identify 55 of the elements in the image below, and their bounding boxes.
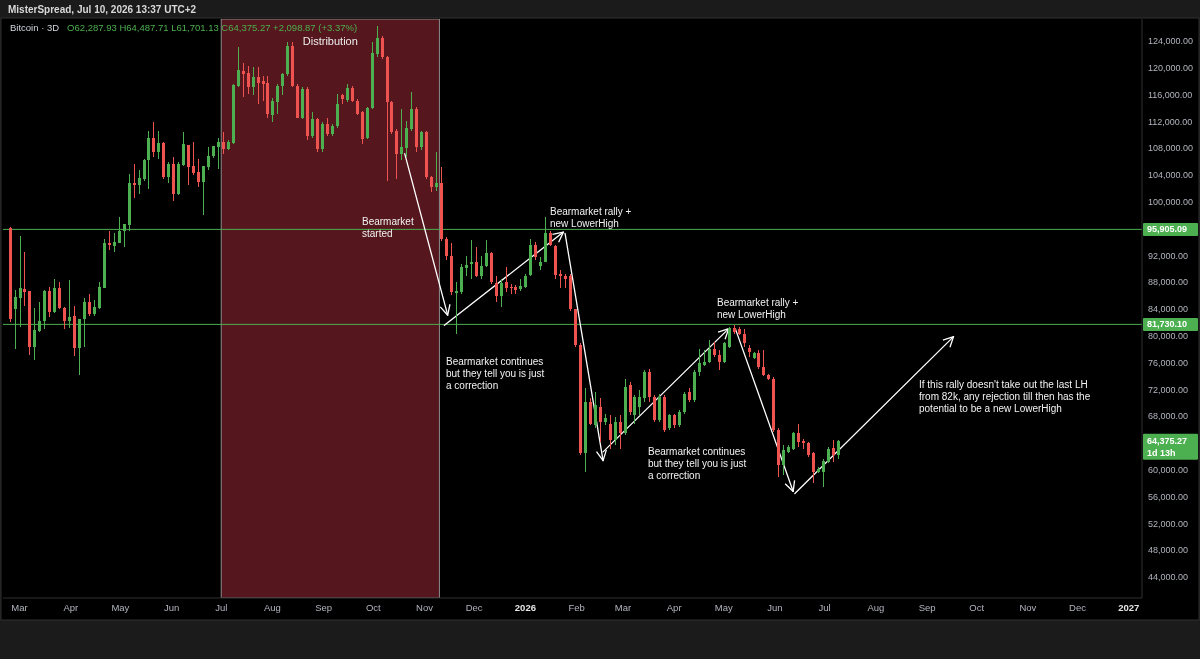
y-tick-label: 100,000.00: [1148, 196, 1194, 207]
y-tick-label: 48,000.00: [1148, 545, 1189, 556]
ref-line-label: 81,730.10: [1147, 319, 1188, 330]
x-tick-label: Mar: [614, 602, 632, 613]
x-tick-label: Nov: [1019, 602, 1037, 613]
y-tick-label: 112,000.00: [1148, 116, 1193, 127]
x-tick-label: 2027: [1118, 602, 1140, 613]
annotation: Bearmarket rally + new LowerHigh: [550, 205, 632, 229]
text: 64,375.27 1d 13h: [1147, 435, 1188, 458]
x-tick-label: Nov: [416, 602, 434, 613]
x-tick-label: Oct: [969, 602, 985, 613]
y-tick-label: 84,000.00: [1148, 304, 1189, 315]
y-tick-label: 44,000.00: [1148, 572, 1189, 583]
y-tick-label: 76,000.00: [1148, 357, 1189, 368]
annotation: Bearmarket continues but they tell you is just a correction: [446, 355, 545, 391]
x-tick-label: May: [714, 602, 733, 613]
ref-line-label: 95,905.09: [1147, 224, 1188, 235]
y-tick-label: 52,000.00: [1148, 518, 1189, 529]
x-tick-label: Jul: [818, 602, 831, 613]
x-tick-label: Jul: [215, 602, 228, 613]
x-tick-label: 2026: [514, 602, 536, 613]
text: MisterSpread, Jul 10, 2026 13:37 UTC+2: [8, 3, 197, 15]
y-tick-label: 116,000.00: [1148, 89, 1193, 100]
x-tick-label: Aug: [264, 602, 281, 613]
x-tick-label: Dec: [465, 602, 483, 613]
x-tick-label: Mar: [11, 602, 28, 613]
y-tick-label: 60,000.00: [1148, 465, 1189, 475]
x-tick-label: Jun: [767, 602, 783, 613]
x-tick-label: Feb: [568, 602, 585, 613]
x-tick-label: Sep: [315, 602, 333, 613]
x-tick-label: Jun: [163, 602, 180, 613]
y-tick-label: 108,000.00: [1148, 143, 1194, 154]
annotation: Bearmarket started: [362, 215, 414, 239]
y-tick-label: 104,000.00: [1148, 170, 1194, 181]
y-tick-label: 124,000.00: [1148, 36, 1194, 47]
annotation: Bearmarket rally + new LowerHigh: [717, 296, 799, 320]
annotation: Bearmarket continues but they tell you is just a correction: [648, 445, 747, 481]
y-tick-label: 72,000.00: [1148, 384, 1189, 395]
chart-subtitle: O62,287.93 H64,487.71 L61,701.13 C64,375.27 +2,098.87 (+3.37%): [67, 21, 358, 33]
y-tick-label: 56,000.00: [1148, 491, 1189, 502]
x-tick-label: Apr: [666, 602, 682, 613]
x-tick-label: Dec: [1069, 602, 1087, 613]
x-tick-label: Sep: [918, 602, 936, 613]
annotation: If this rally doesn't take out the last LH from 82k, any rejection till then has the potential to be a new LowerHigh: [919, 378, 1091, 414]
y-tick-label: 120,000.00: [1148, 62, 1194, 73]
y-tick-label: 92,000.00: [1148, 250, 1189, 261]
y-tick-label: 80,000.00: [1148, 330, 1189, 341]
x-tick-label: Apr: [63, 602, 79, 613]
chart-title: Bitcoin · 3D: [10, 21, 60, 33]
band-label: Distribution: [302, 35, 358, 47]
x-tick-label: May: [111, 602, 130, 613]
y-tick-label: 88,000.00: [1148, 277, 1189, 288]
y-tick-label: 68,000.00: [1148, 411, 1189, 422]
x-tick-label: Aug: [867, 602, 885, 613]
x-tick-label: Oct: [365, 602, 382, 613]
